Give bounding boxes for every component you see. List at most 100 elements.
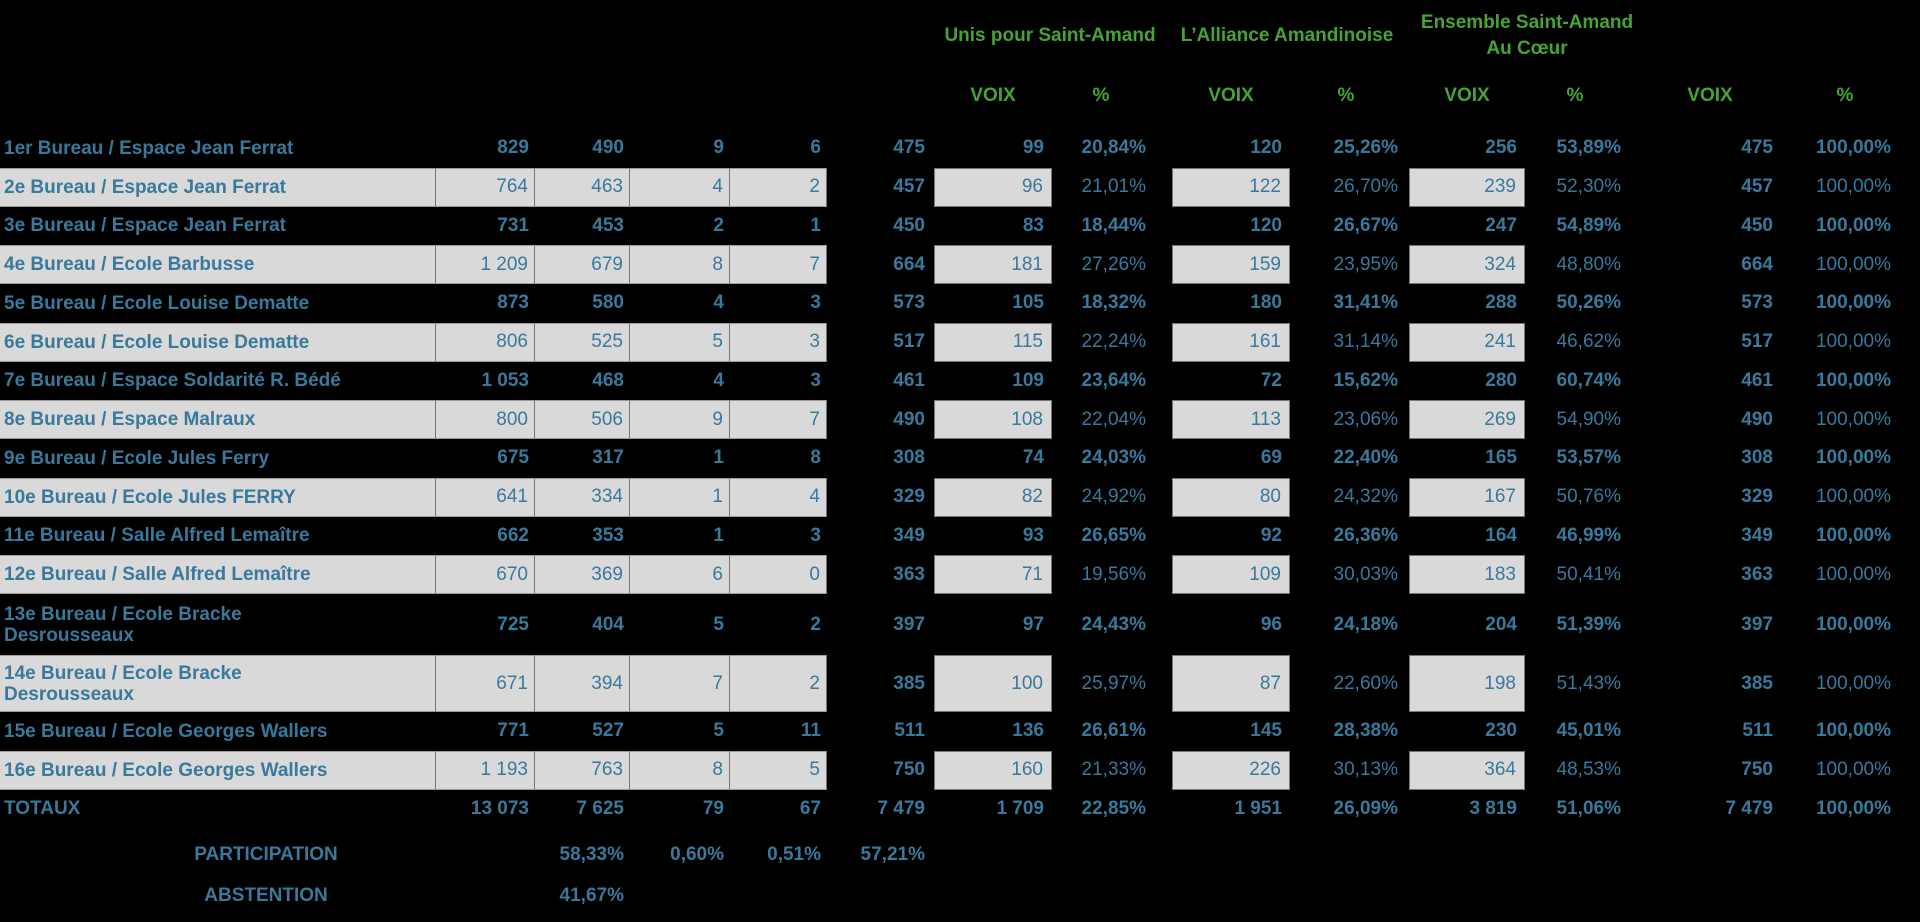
cell-list3-voix: 165	[1485, 447, 1517, 469]
cell-inscrits: 662	[497, 524, 529, 546]
cell-votants: 463	[535, 167, 630, 207]
cell-total-pct: 100,00%	[1815, 137, 1891, 159]
cell-list1-pct: 27,26%	[1081, 253, 1146, 275]
cell-nuls: 3	[810, 524, 821, 546]
participation-votants-pct: 58,33%	[559, 844, 624, 866]
cell-list1-voix: 136	[1012, 720, 1044, 742]
cell-votants: 7 625	[576, 797, 624, 819]
cell-bureau-label: 1er Bureau / Espace Jean Ferrat	[4, 137, 294, 159]
cell-list3-pct: 54,90%	[1556, 408, 1621, 430]
table-header: Unis pour Saint-Amand L’Alliance Amandin…	[0, 0, 1920, 129]
cell-nuls: 1	[810, 214, 821, 236]
cell-list2-pct: 30,03%	[1333, 563, 1398, 585]
list-header-alliance-amandinoise: L’Alliance Amandinoise	[1180, 25, 1394, 46]
cell-inscrits: 671	[436, 655, 535, 712]
cell-list3-pct: 53,57%	[1556, 447, 1621, 469]
abstention-label: ABSTENTION	[204, 885, 328, 907]
cell-list3-voix: 364	[1409, 750, 1525, 790]
cell-blancs: 1	[713, 447, 724, 469]
cell-list2-pct: 26,67%	[1333, 214, 1398, 236]
cell-bureau-label: 13e Bureau / Ecole Bracke Desrousseaux	[4, 603, 242, 646]
cell-inscrits: 670	[436, 555, 535, 594]
cell-list3-voix: 183	[1409, 555, 1525, 594]
cell-bureau-label: 11e Bureau / Salle Alfred Lemaître	[4, 525, 310, 547]
cell-list3-pct: 60,74%	[1556, 369, 1621, 391]
cell-blancs: 2	[713, 214, 724, 236]
table-body: 1er Bureau / Espace Jean Ferrat 829 490 9 6 4…	[0, 129, 1920, 828]
spacer	[1150, 323, 1172, 362]
spacer	[1150, 712, 1172, 751]
spacer	[1402, 478, 1409, 517]
table-row: 13e Bureau / Ecole Bracke Desrousseaux 72…	[0, 594, 1920, 655]
cell-list3-pct: 51,43%	[1556, 672, 1621, 694]
cell-list3-pct: 51,06%	[1556, 797, 1621, 819]
cell-list2-pct: 15,62%	[1333, 369, 1398, 391]
table-row: 14e Bureau / Ecole Bracke Desrousseaux 67…	[0, 655, 1920, 712]
cell-list3-voix: 241	[1409, 322, 1525, 362]
cell-list2-voix: 113	[1172, 400, 1290, 439]
cell-exprimes: 573	[893, 292, 925, 314]
cell-exprimes: 750	[893, 759, 925, 781]
cell-list2-pct: 22,60%	[1333, 672, 1398, 694]
cell-list2-voix: 109	[1172, 555, 1290, 594]
cell-exprimes: 385	[893, 672, 925, 694]
column-header-voix-list3: VOIX	[1444, 85, 1490, 106]
cell-list3-voix: 204	[1485, 613, 1517, 635]
cell-list1-pct: 21,33%	[1081, 759, 1146, 781]
cell-total-voix: 450	[1741, 214, 1773, 236]
cell-total-voix: 385	[1741, 672, 1773, 694]
cell-list1-pct: 26,65%	[1081, 524, 1146, 546]
cell-list1-voix: 160	[934, 750, 1052, 790]
cell-exprimes: 397	[893, 613, 925, 635]
table-row: 2e Bureau / Espace Jean Ferrat 764 463 4 2 45…	[0, 167, 1920, 207]
cell-total-voix: 308	[1741, 447, 1773, 469]
cell-exprimes: 517	[893, 331, 925, 353]
cell-exprimes: 457	[893, 176, 925, 198]
cell-list2-voix: 145	[1250, 720, 1282, 742]
cell-bureau-label: 2e Bureau / Espace Jean Ferrat	[0, 167, 436, 207]
cell-votants: 490	[592, 137, 624, 159]
cell-list1-voix: 99	[1022, 137, 1044, 159]
cell-nuls: 2	[730, 655, 827, 712]
cell-nuls: 5	[730, 750, 827, 790]
cell-list2-voix: 161	[1172, 322, 1290, 362]
list-header-ensemble-saint-amand-au-coeur: Ensemble Saint-Amand Au Cœur	[1420, 12, 1634, 59]
cell-exprimes: 490	[893, 408, 925, 430]
cell-total-voix: 461	[1741, 369, 1773, 391]
cell-list2-voix: 69	[1260, 447, 1282, 469]
cell-total-pct: 100,00%	[1815, 720, 1891, 742]
cell-total-voix: 490	[1741, 408, 1773, 430]
participation-blancs-pct: 0,60%	[670, 844, 724, 866]
spacer	[1402, 245, 1409, 284]
cell-list3-voix: 164	[1485, 524, 1517, 546]
column-header-voix-list2: VOIX	[1208, 85, 1254, 106]
cell-exprimes: 7 479	[877, 797, 925, 819]
cell-blancs: 6	[630, 555, 730, 594]
spacer	[1402, 323, 1409, 362]
cell-total-pct: 100,00%	[1815, 486, 1891, 508]
list-header-unis-pour-saint-amand: Unis pour Saint-Amand	[944, 25, 1156, 46]
table-row: 12e Bureau / Salle Alfred Lemaître 670 369…	[0, 555, 1920, 594]
cell-nuls: 3	[810, 292, 821, 314]
cell-list1-pct: 24,03%	[1081, 447, 1146, 469]
cell-exprimes: 450	[893, 214, 925, 236]
table-row: 16e Bureau / Ecole Georges Wallers 1 193 7…	[0, 750, 1920, 790]
table-row: 8e Bureau / Espace Malraux 800 506 9 7 490 108…	[0, 400, 1920, 439]
abstention-votants-pct: 41,67%	[559, 885, 624, 907]
cell-list3-voix: 3 819	[1469, 797, 1517, 819]
cell-votants: 506	[535, 400, 630, 439]
cell-inscrits: 771	[497, 720, 529, 742]
cell-total-pct: 100,00%	[1815, 613, 1891, 635]
cell-list3-pct: 54,89%	[1556, 214, 1621, 236]
cell-inscrits: 829	[497, 137, 529, 159]
cell-votants: 527	[592, 720, 624, 742]
cell-total-pct: 100,00%	[1815, 759, 1891, 781]
cell-blancs: 4	[630, 167, 730, 207]
cell-list2-pct: 31,14%	[1333, 331, 1398, 353]
cell-list3-pct: 48,80%	[1556, 253, 1621, 275]
cell-list1-voix: 115	[934, 322, 1052, 362]
cell-list3-voix: 247	[1485, 214, 1517, 236]
cell-total-voix: 664	[1741, 253, 1773, 275]
cell-list1-voix: 82	[934, 477, 1052, 517]
table-row: 9e Bureau / Ecole Jules Ferry 675 317 1 8 308…	[0, 439, 1920, 478]
